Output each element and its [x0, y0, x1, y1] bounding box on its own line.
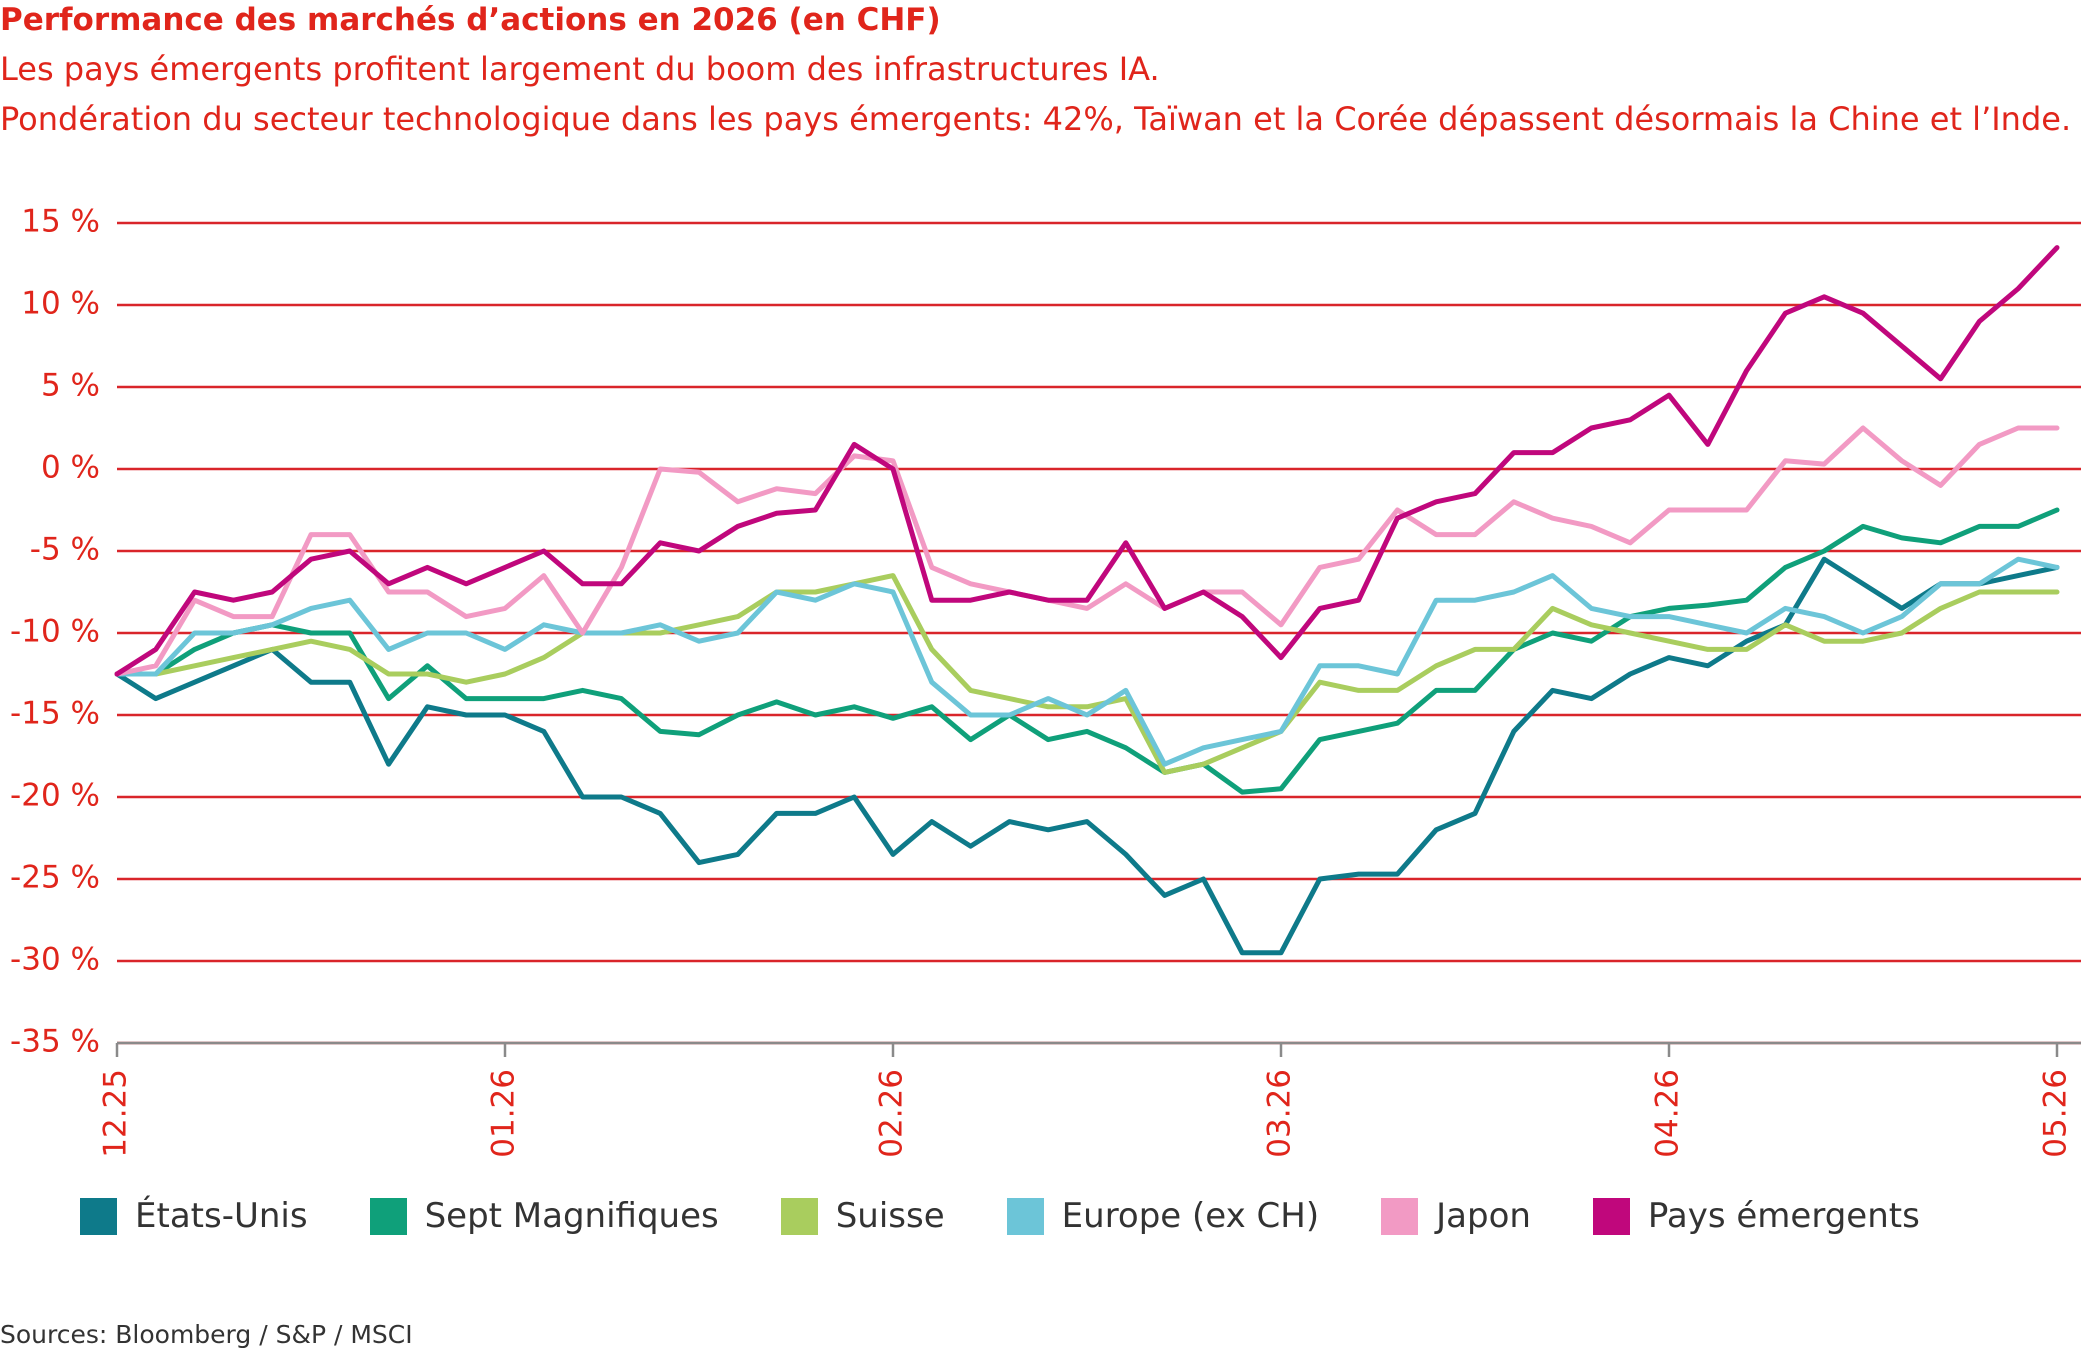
- series-line: [114, 507, 2060, 795]
- legend-label: États-Unis: [135, 1196, 308, 1236]
- legend-label: Suisse: [835, 1196, 945, 1236]
- y-tick-label: 5 %: [41, 368, 100, 404]
- y-tick-label: -35 %: [10, 1024, 100, 1060]
- legend-item: Japon: [1381, 1196, 1531, 1236]
- y-tick-label: -30 %: [10, 942, 100, 978]
- legend-label: Europe (ex CH): [1061, 1196, 1320, 1236]
- y-tick-label: 10 %: [21, 286, 100, 322]
- legend-swatch: [780, 1197, 818, 1235]
- series-line: [114, 425, 2060, 677]
- legend-swatch: [369, 1197, 407, 1235]
- legend-item: Suisse: [780, 1196, 945, 1236]
- x-tick-label: 01.26: [486, 1069, 522, 1158]
- x-tick-label: 04.26: [1650, 1069, 1686, 1158]
- legend-swatch: [1006, 1197, 1044, 1235]
- y-tick-label: 15 %: [21, 204, 100, 240]
- legend-item: Pays émergents: [1592, 1196, 1920, 1236]
- series-line: [114, 556, 2060, 767]
- x-tick-label: 12.25: [98, 1069, 134, 1158]
- source-note: Sources: Bloomberg / S&P / MSCI: [0, 1320, 413, 1349]
- legend-swatch: [80, 1197, 117, 1235]
- legend: États-Unis Sept Magnifiques Suisse Europe (…: [80, 1196, 1920, 1236]
- legend-item: Sept Magnifiques: [369, 1196, 719, 1236]
- y-tick-label: -15 %: [10, 696, 100, 732]
- y-tick-label: -10 %: [10, 614, 100, 650]
- legend-swatch: [1381, 1197, 1419, 1235]
- legend-label: Pays émergents: [1647, 1196, 1920, 1236]
- legend-item: Europe (ex CH): [1006, 1196, 1320, 1236]
- series-line: [114, 245, 2060, 677]
- y-tick-label: 0 %: [41, 450, 100, 486]
- x-tick-label: 03.26: [1262, 1069, 1298, 1158]
- legend-label: Japon: [1436, 1196, 1531, 1236]
- x-tick-label: 02.26: [874, 1069, 910, 1158]
- x-tick-label: 05.26: [2038, 1069, 2074, 1158]
- chart-title: Performance des marchés d’actions en 202…: [0, 2, 941, 38]
- legend-swatch: [1592, 1197, 1630, 1235]
- y-tick-label: -20 %: [10, 778, 100, 814]
- y-tick-label: -5 %: [30, 532, 100, 568]
- legend-label: Sept Magnifiques: [424, 1196, 719, 1236]
- legend-item: États-Unis: [80, 1196, 308, 1236]
- chart-subtitle: Pondération du secteur technologique dan…: [0, 100, 2072, 138]
- series-line: [114, 573, 2060, 775]
- chart-subtitle: Les pays émergents profitent largement d…: [0, 50, 1160, 88]
- y-tick-label: -25 %: [10, 860, 100, 896]
